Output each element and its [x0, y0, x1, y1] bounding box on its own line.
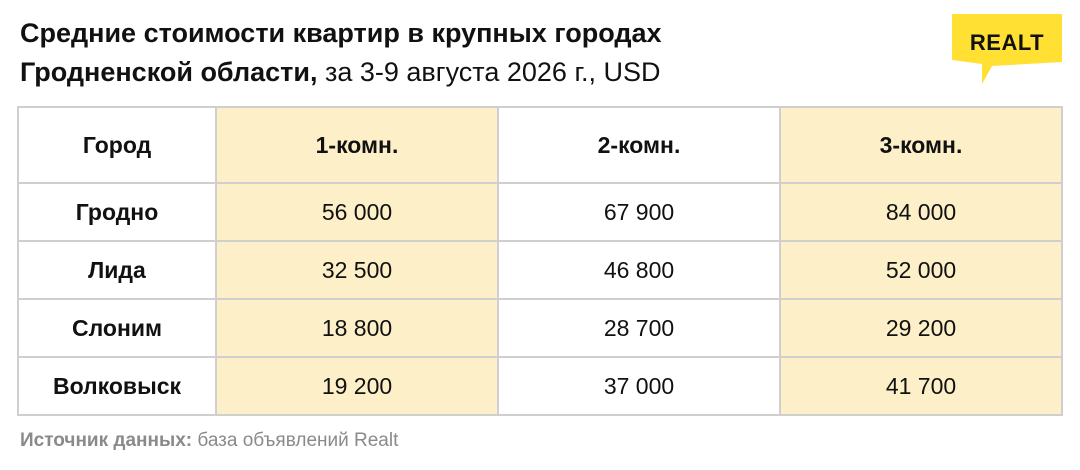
price-table: Город 1-комн. 2-комн. 3-комн. Гродно 56 …	[17, 106, 1063, 416]
price-2-room: 28 700	[497, 298, 781, 358]
title-line-2: Гродненской области, за 3-9 августа 2026…	[20, 53, 920, 92]
price-1-room: 18 800	[215, 298, 499, 358]
city-name: Слоним	[17, 298, 217, 358]
column-header-2-room: 2-комн.	[497, 106, 781, 184]
column-header-3-room: 3-комн.	[779, 106, 1063, 184]
source-label: Источник данных:	[20, 430, 193, 451]
table-header-row: Город 1-комн. 2-комн. 3-комн.	[17, 106, 1063, 184]
price-2-room: 46 800	[497, 240, 781, 300]
table-row: Слоним 18 800 28 700 29 200	[17, 298, 1063, 358]
price-2-room: 37 000	[497, 356, 781, 416]
title-line-1: Средние стоимости квартир в крупных горо…	[20, 18, 662, 48]
price-2-room: 67 900	[497, 182, 781, 242]
realt-logo: REALT	[952, 14, 1062, 84]
price-1-room: 19 200	[215, 356, 499, 416]
price-1-room: 56 000	[215, 182, 499, 242]
price-3-room: 29 200	[779, 298, 1063, 358]
city-name: Волковыск	[17, 356, 217, 416]
table-row: Волковыск 19 200 37 000 41 700	[17, 356, 1063, 416]
price-3-room: 52 000	[779, 240, 1063, 300]
price-3-room: 41 700	[779, 356, 1063, 416]
table-row: Лида 32 500 46 800 52 000	[17, 240, 1063, 300]
price-1-room: 32 500	[215, 240, 499, 300]
source-text: база объявлений Realt	[197, 430, 399, 451]
city-name: Гродно	[17, 182, 217, 242]
table-row: Гродно 56 000 67 900 84 000	[17, 182, 1063, 242]
chart-title: Средние стоимости квартир в крупных горо…	[20, 14, 920, 92]
source-note: Источник данных: база объявлений Realt	[20, 430, 398, 452]
city-name: Лида	[17, 240, 217, 300]
title-region: Гродненской области,	[20, 57, 318, 87]
title-period: за 3-9 августа 2026 г., USD	[324, 57, 661, 87]
logo-text: REALT	[969, 30, 1045, 55]
price-3-room: 84 000	[779, 182, 1063, 242]
logo-shape-icon	[952, 14, 1062, 84]
column-header-city: Город	[17, 106, 217, 184]
column-header-1-room: 1-комн.	[215, 106, 499, 184]
